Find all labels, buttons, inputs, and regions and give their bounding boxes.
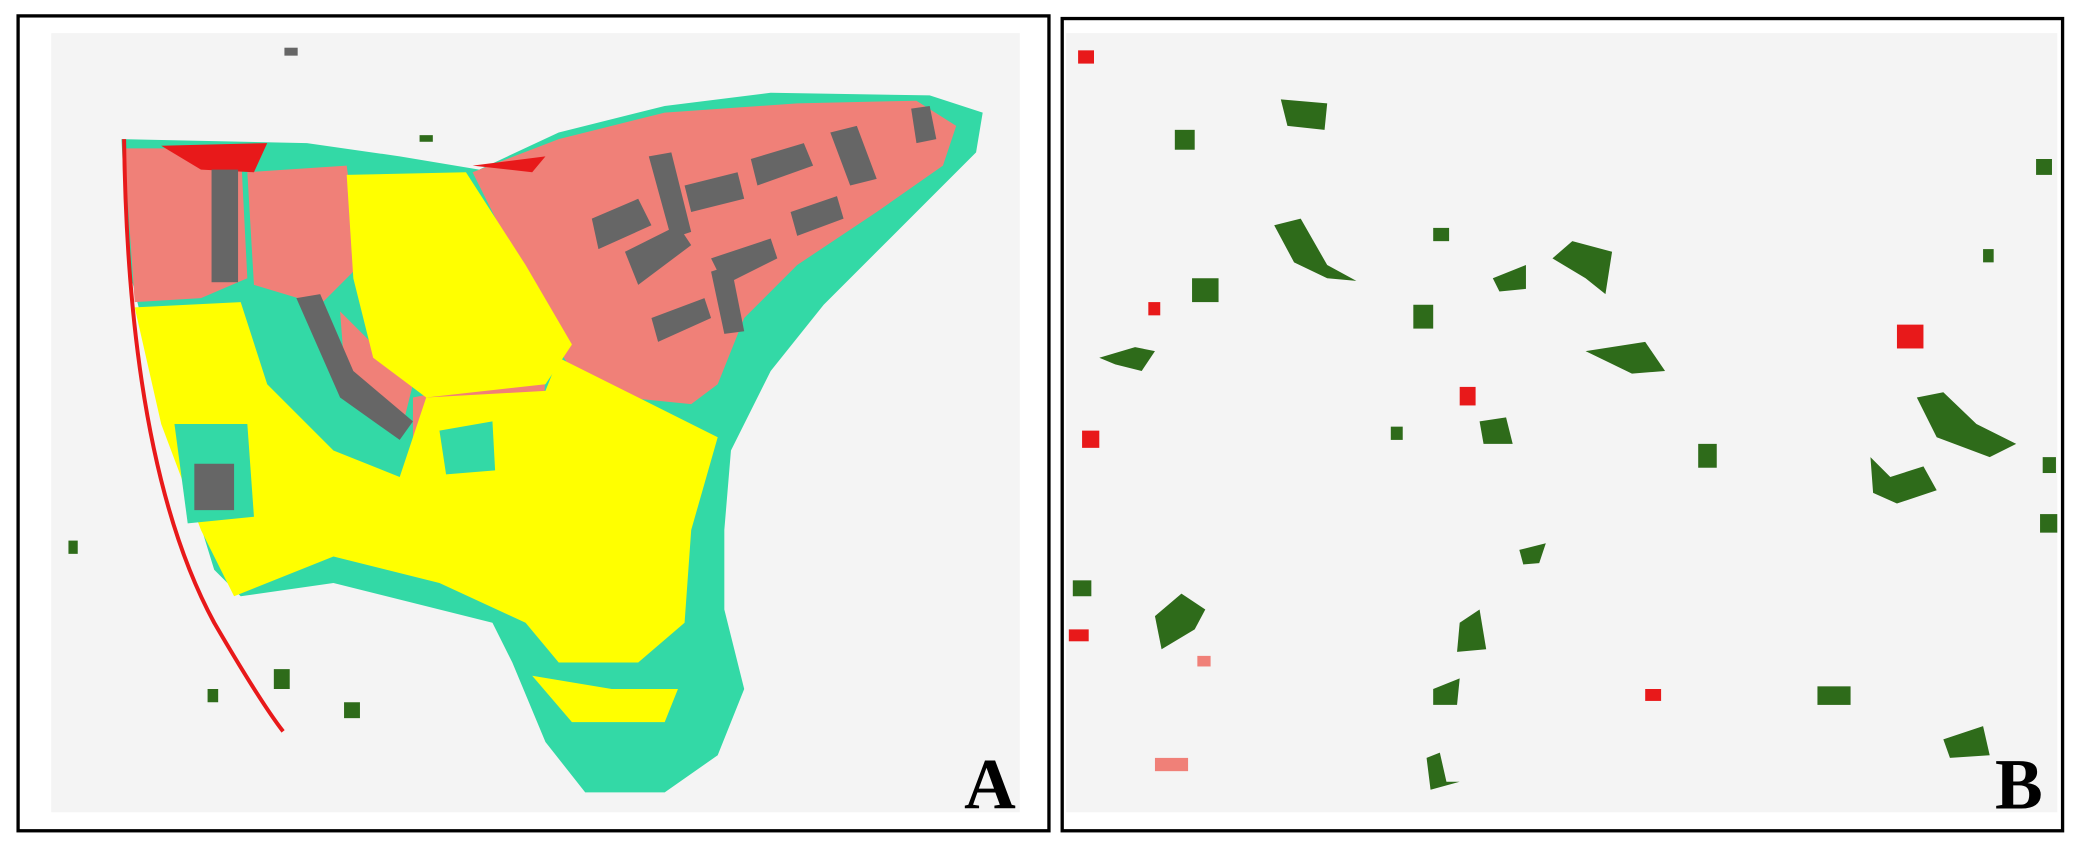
teal-region [439,421,496,475]
building [648,152,692,239]
green-patch [2036,159,2052,175]
green-patch [1413,304,1434,329]
green-patch [1433,227,1450,242]
building [684,172,745,212]
red-patch [1082,430,1100,448]
green-patch [273,669,290,689]
green-patch [1983,249,1994,263]
panel-label: A [964,745,1016,824]
green-patch [1274,218,1357,281]
green-patch [1433,678,1460,705]
red-patch [1645,689,1662,701]
salmon-patch [1154,757,1189,772]
building [830,125,877,186]
green-patch [1099,347,1155,371]
building [211,169,239,283]
green-patch [1552,241,1613,295]
red-patch [161,143,268,173]
green-patch [1479,417,1513,444]
green-patch [207,689,219,703]
green-patches [68,135,433,719]
building [624,225,692,285]
green-patch [1390,426,1403,440]
red-patch [472,156,546,173]
red-boundary [122,139,285,733]
green-patch [1943,726,1990,758]
building [651,298,712,342]
green-patch [2040,514,2058,533]
map-background [1066,33,2058,813]
green-patch [1698,443,1717,468]
green-patch [1585,341,1666,374]
salmon-region [247,165,360,305]
red-patch [1459,386,1476,406]
yellow-region [532,675,678,723]
green-patch [1072,580,1092,597]
red-patch [1896,324,1924,349]
green-patch [1817,686,1851,705]
green-patch [1280,99,1328,130]
panel-b: B [1060,16,2065,833]
green-patch [344,702,360,719]
green-patch [1492,265,1526,292]
green-patch [1192,278,1219,303]
green-patches [1072,99,2058,790]
building [194,463,235,511]
building [790,196,844,236]
building [284,47,298,56]
building [711,265,745,334]
salmon-patch [1197,655,1211,667]
green-patch [1519,543,1546,565]
panel-a: A [16,14,1051,833]
red-patch [1078,50,1094,64]
green-patch [2042,457,2056,474]
green-patch [68,540,78,554]
green-patch [1916,392,2017,458]
green-patch [1457,609,1487,652]
building [750,143,814,186]
red-patch [1148,302,1161,316]
red-patch [1068,629,1089,642]
building [911,106,937,144]
buildings [194,47,937,511]
green-patch [419,135,433,142]
yellow-region [346,172,572,398]
green-patch [1174,129,1195,150]
green-patch [1426,752,1460,790]
red-patches [1068,50,1924,701]
green-patch [1870,457,1937,504]
yellow-region [134,302,718,663]
panel-label: B [1995,745,2043,824]
salmon-region [472,100,957,405]
building [296,294,413,440]
green-patch [1154,593,1206,650]
building [591,198,652,250]
